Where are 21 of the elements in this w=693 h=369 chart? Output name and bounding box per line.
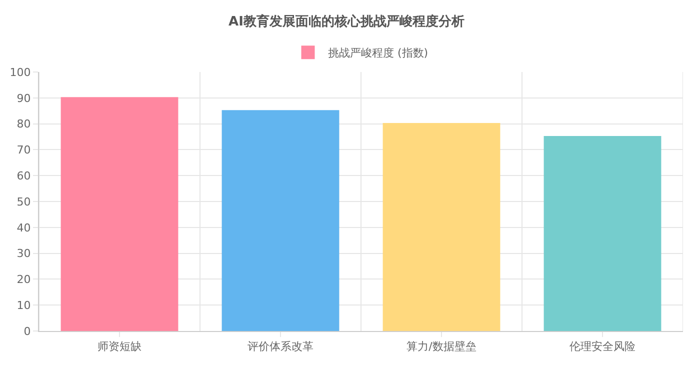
legend-label: 挑战严峻程度 (指数) — [328, 46, 428, 60]
y-tick-label: 80 — [16, 118, 31, 131]
x-tick-label: 伦理安全风险 — [570, 340, 636, 354]
y-tick-label: 30 — [16, 247, 31, 260]
x-tick-label: 师资短缺 — [98, 340, 142, 354]
x-tick-label: 算力/数据壁垒 — [406, 340, 476, 354]
y-tick-label: 70 — [16, 144, 31, 157]
y-tick-label: 10 — [16, 298, 31, 312]
bar — [382, 123, 500, 331]
bar — [222, 110, 340, 331]
y-tick-label: 60 — [16, 169, 31, 182]
bar — [544, 136, 662, 331]
chart-title: AI教育发展面临的核心挑战严峻程度分析 — [228, 14, 464, 30]
y-tick-label: 0 — [24, 324, 31, 338]
bar — [60, 97, 178, 331]
x-tick-label: 评价体系改革 — [248, 340, 314, 354]
y-tick-label: 90 — [16, 92, 31, 105]
y-tick-label: 40 — [16, 221, 31, 234]
y-tick-label: 20 — [16, 273, 31, 286]
y-tick-label: 100 — [10, 66, 31, 79]
y-tick-label: 50 — [16, 195, 31, 208]
